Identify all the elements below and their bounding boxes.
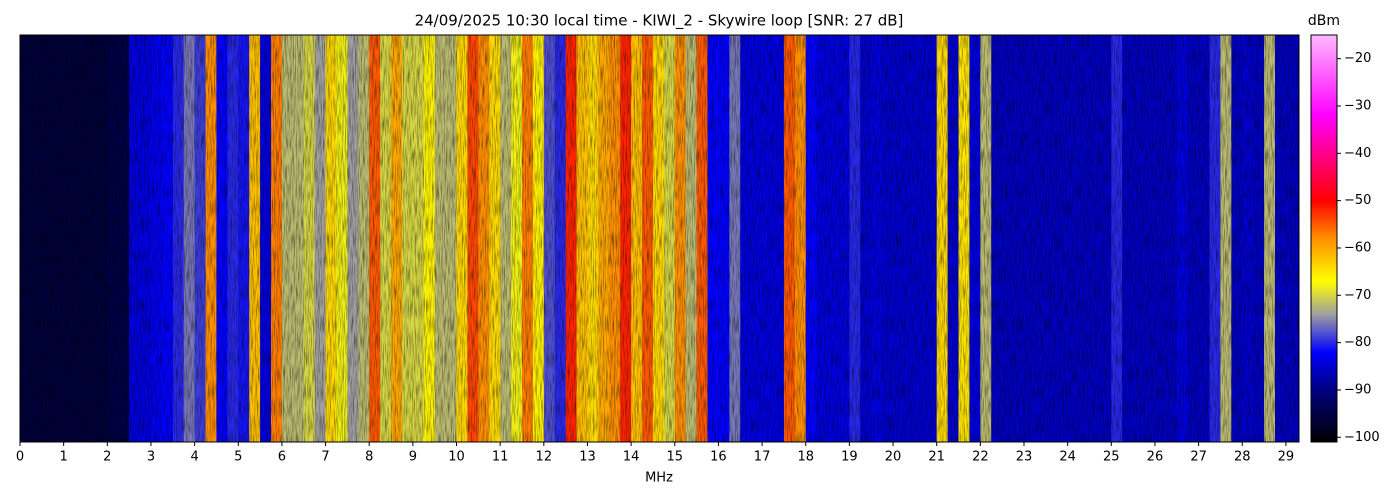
x-tick-label: 26 bbox=[1147, 450, 1164, 465]
x-tick-label: 15 bbox=[667, 450, 684, 465]
x-tick-label: 14 bbox=[623, 450, 640, 465]
x-tick-label: 7 bbox=[321, 450, 329, 465]
noise-texture bbox=[20, 35, 1299, 442]
x-tick-label: 18 bbox=[797, 450, 814, 465]
x-tick-label: 8 bbox=[365, 450, 373, 465]
x-tick-label: 0 bbox=[16, 450, 24, 465]
x-tick-label: 1 bbox=[60, 450, 68, 465]
x-tick-label: 20 bbox=[885, 450, 902, 465]
x-tick-label: 24 bbox=[1059, 450, 1076, 465]
x-tick-label: 29 bbox=[1278, 450, 1295, 465]
x-tick-label: 11 bbox=[492, 450, 509, 465]
colorbar-tick-label: −40 bbox=[1344, 146, 1371, 161]
x-tick-label: 28 bbox=[1234, 450, 1251, 465]
colorbar-tick-label: −60 bbox=[1344, 240, 1371, 255]
x-tick-label: 3 bbox=[147, 450, 155, 465]
x-tick-label: 23 bbox=[1016, 450, 1033, 465]
colorbar-tick-label: −20 bbox=[1344, 51, 1371, 66]
x-axis-label: MHz bbox=[645, 471, 673, 486]
colorbar bbox=[1310, 34, 1338, 443]
x-tick-label: 21 bbox=[928, 450, 945, 465]
chart-title: 24/09/2025 10:30 local time - KIWI_2 - S… bbox=[415, 12, 904, 31]
colorbar-tick-label: −70 bbox=[1344, 288, 1371, 303]
colorbar-tick-label: −100 bbox=[1344, 430, 1380, 445]
x-tick-label: 22 bbox=[972, 450, 989, 465]
x-tick-label: 12 bbox=[536, 450, 553, 465]
x-tick-label: 13 bbox=[579, 450, 596, 465]
colorbar-tick-label: −50 bbox=[1344, 193, 1371, 208]
x-tick-label: 5 bbox=[234, 450, 242, 465]
colorbar-tick-label: −30 bbox=[1344, 98, 1371, 113]
x-tick-label: 16 bbox=[710, 450, 727, 465]
x-tick-label: 2 bbox=[103, 450, 111, 465]
x-tick-label: 6 bbox=[278, 450, 286, 465]
plot-frame bbox=[19, 34, 1300, 443]
colorbar-tick-label: −80 bbox=[1344, 335, 1371, 350]
x-tick-label: 10 bbox=[448, 450, 465, 465]
x-tick-label: 17 bbox=[754, 450, 771, 465]
x-tick-label: 25 bbox=[1103, 450, 1120, 465]
colorbar-label: dBm bbox=[1308, 13, 1340, 29]
x-tick-label: 27 bbox=[1190, 450, 1207, 465]
colorbar-tick-label: −90 bbox=[1344, 382, 1371, 397]
x-tick-label: 9 bbox=[409, 450, 417, 465]
x-tick-label: 19 bbox=[841, 450, 858, 465]
x-tick-label: 4 bbox=[190, 450, 198, 465]
